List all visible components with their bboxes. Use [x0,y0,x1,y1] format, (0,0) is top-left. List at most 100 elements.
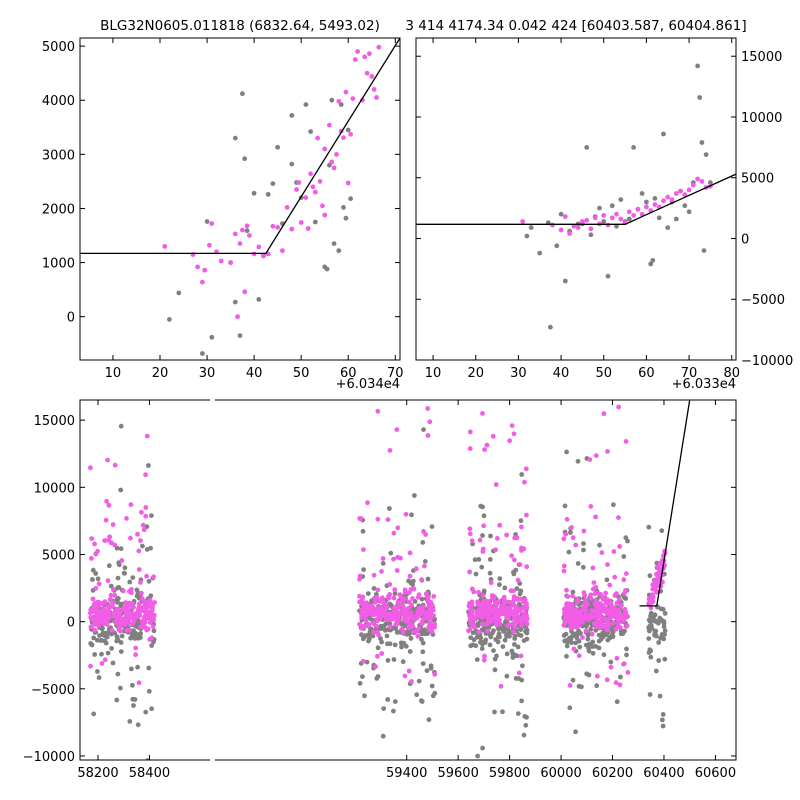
gray-point [360,674,365,679]
pink-point [592,601,598,606]
gray-point [604,632,609,638]
pink-point [431,594,437,599]
pink-point [610,609,616,615]
pink-point [395,525,401,531]
pink-point [336,98,342,104]
pink-point [626,209,632,215]
gray-point [625,538,630,544]
pink-point [107,614,112,620]
pink-point [519,548,524,553]
pink-point [143,513,149,519]
pink-point [603,590,608,596]
model-line [416,173,736,225]
pink-point [403,511,409,517]
pink-point [609,613,615,619]
pink-point [372,596,378,602]
gray-point [652,612,658,618]
pink-point [618,603,624,609]
zoom-left-xtick-label: 70 [387,366,404,381]
pink-point [99,614,105,620]
gray-point [387,641,393,647]
pink-point [625,670,631,675]
gray-point [524,233,530,239]
model-line [639,400,691,607]
gray-point [270,181,276,187]
pink-point [514,619,520,625]
pink-point [375,408,381,414]
pink-point [92,541,97,547]
gray-point [519,698,524,704]
gray-point [109,646,114,651]
pink-point [616,515,621,520]
pink-point [524,512,529,518]
gray-point [244,228,250,234]
gray-point [562,503,568,509]
pink-point [425,433,431,438]
pink-point [485,628,491,634]
gray-point [425,576,431,582]
pink-point [590,565,596,571]
gray-point [647,647,653,653]
pink-point [361,624,367,630]
gray-point [209,334,215,340]
pink-point [138,580,143,585]
gray-point [708,180,713,186]
pink-point [289,226,295,232]
gray-point [105,630,111,636]
gray-point [338,102,344,107]
pink-point [617,544,623,549]
gray-point [94,637,100,643]
pink-point [618,625,623,630]
pink-point [141,527,147,533]
pink-point [89,624,94,630]
full-lightcurve-xtick-label: 60000 [540,766,581,781]
gray-point [95,669,100,674]
pink-point [375,629,380,635]
gray-point [289,161,295,167]
pink-point [510,611,515,616]
gray-point [375,645,381,651]
gray-point [488,634,494,640]
pink-point [270,223,276,229]
pink-point [128,502,134,507]
gray-point [673,216,679,222]
zoom-left-ytick-label: 3000 [42,148,75,163]
gray-point [116,596,121,601]
gray-point [590,650,596,656]
gray-point [659,632,665,637]
pink-point [102,657,108,663]
pink-point [202,267,208,273]
pink-point [92,627,98,633]
zoom-right-xtick-label: 80 [723,366,740,381]
pink-point [392,616,398,622]
pink-point [361,614,366,620]
pink-point [511,431,517,437]
gray-point [392,591,398,596]
pink-point [563,531,569,537]
gray-point [570,633,575,639]
pink-point [361,608,367,613]
gray-point [128,635,134,641]
gray-point [577,644,583,650]
pink-point [366,623,371,628]
pink-point [512,615,517,620]
pink-point [427,419,433,425]
pink-point [310,184,316,190]
gray-point [336,248,342,254]
pink-point [584,616,590,622]
pink-point [478,614,483,619]
gray-point [146,578,152,584]
gray-point [624,646,629,652]
gray-point [653,668,659,674]
pink-point [476,629,482,635]
pink-point [575,624,580,629]
pink-point [207,242,212,248]
pink-point [472,616,478,622]
pink-point [515,577,521,583]
gray-point [614,699,620,705]
pink-point [509,423,515,428]
gray-point [131,703,136,708]
gray-point [662,656,668,662]
gray-point [573,729,578,735]
pink-point [138,538,143,543]
